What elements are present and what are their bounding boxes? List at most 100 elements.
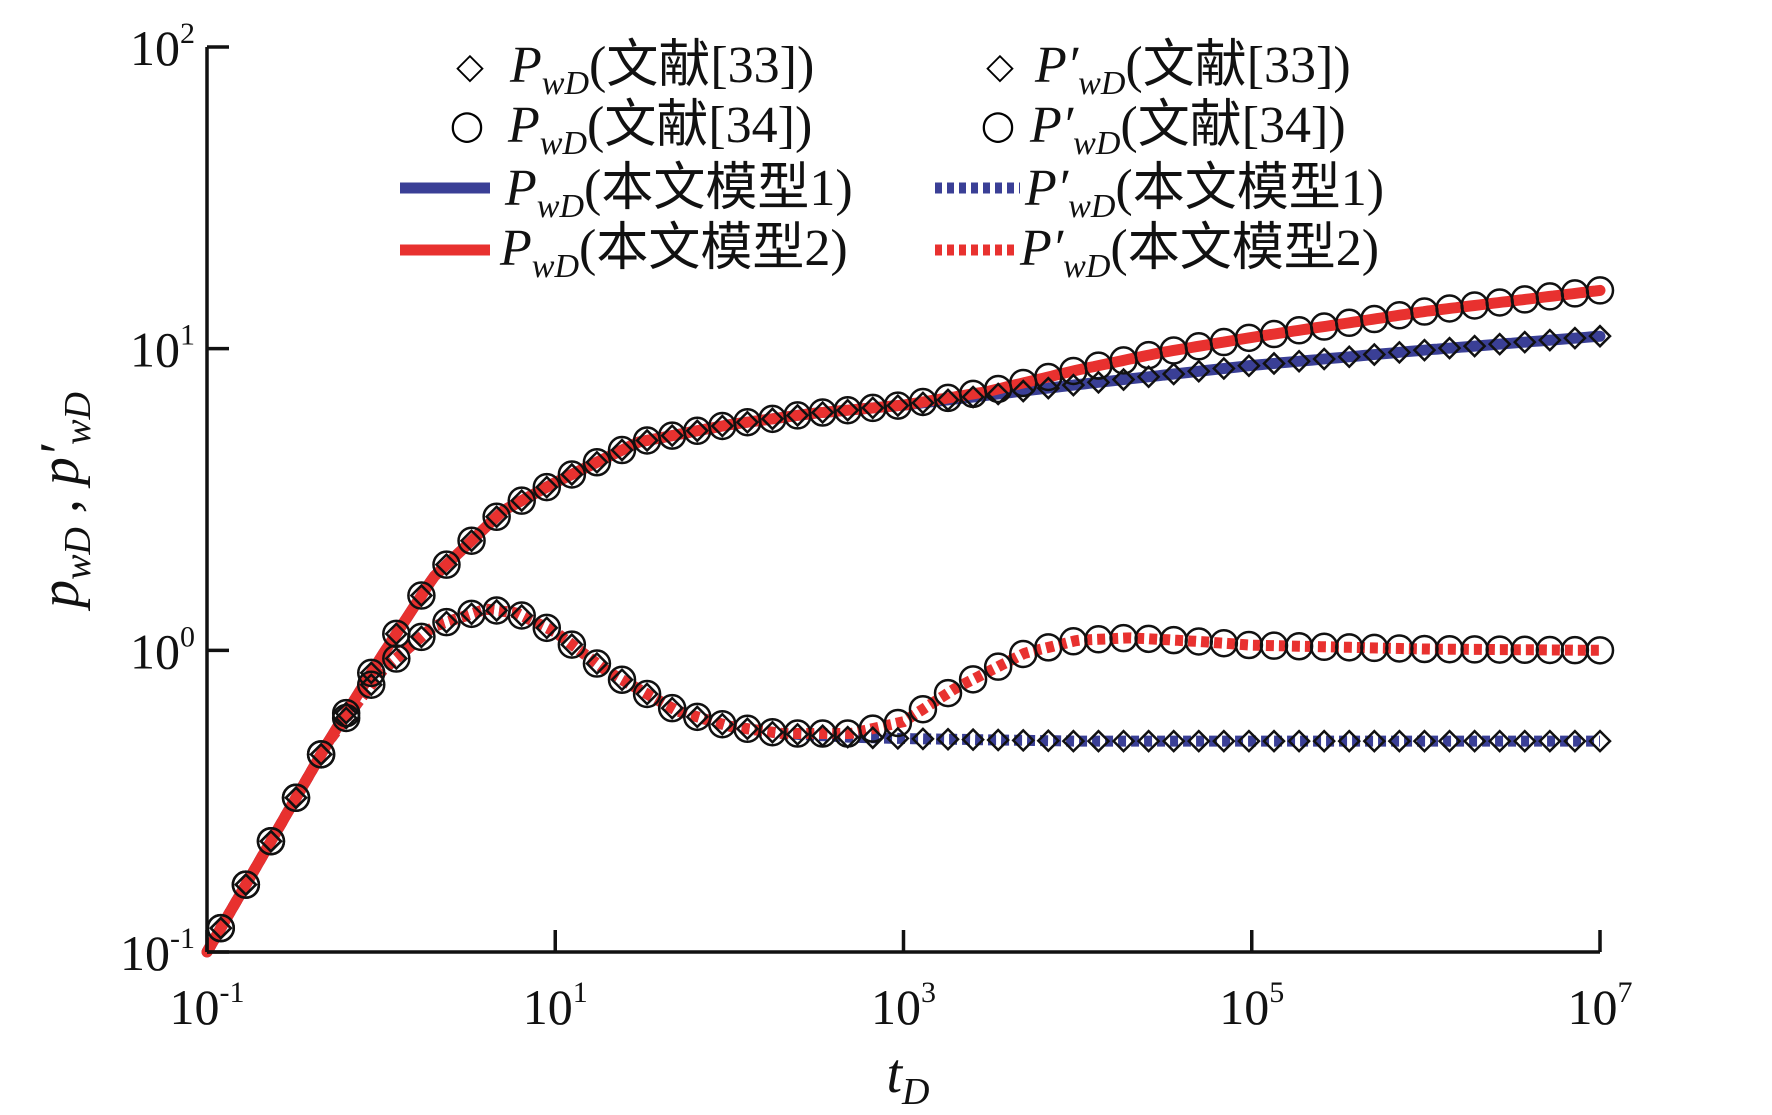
marker-pwd_ref34 [482,502,511,532]
y-tick-label: 100 [130,620,195,679]
marker-dpwd_ref33 [1086,729,1111,753]
marker-dpwd_ref34 [382,644,411,673]
marker-dpwd_ref33 [209,916,233,940]
marker-pwd_ref34 [582,447,612,477]
x-tick-label: 101 [523,976,588,1035]
marker-pwd_ref34 [607,435,637,465]
marker-pwd_ref33 [735,410,760,434]
marker-dpwd_ref33 [1588,729,1612,753]
series-line-dpwd_model1 [202,603,1600,955]
marker-dpwd_ref33 [1462,729,1487,753]
marker-dpwd_ref33 [284,786,308,810]
marker-dpwd_ref33 [760,720,785,744]
marker-dpwd_ref33 [1538,729,1562,753]
marker-pwd_ref33 [835,398,860,422]
marker-dpwd_ref33 [560,632,584,657]
legend-label-pwd-model2: PwD(本文模型2) [499,220,848,285]
marker-dpwd_ref34 [983,652,1013,681]
marker-dpwd_ref34 [507,601,536,630]
marker-pwd_ref34 [432,550,461,579]
series-line-pwd_model2 [201,284,1606,958]
marker-pwd_ref33 [1437,336,1462,360]
marker-dpwd_ref33 [961,727,985,752]
marker-dpwd_ref33 [1136,729,1161,753]
marker-dpwd_ref33 [735,717,760,741]
marker-dpwd_ref33 [710,712,735,736]
marker-dpwd_ref33 [1111,729,1136,753]
marker-dpwd_ref33 [1262,729,1286,753]
x-axis-label: tD [886,1043,929,1113]
marker-dpwd_ref33 [1061,729,1086,753]
marker-dpwd_ref33 [1387,729,1412,753]
marker-dpwd_ref34 [231,870,261,899]
marker-dpwd_ref33 [259,829,283,853]
marker-dpwd_ref33 [1237,729,1261,753]
marker-pwd_ref33 [1588,324,1612,348]
marker-pwd_ref33 [1011,379,1036,403]
marker-dpwd_ref33 [434,610,459,634]
marker-pwd_ref33 [1462,334,1487,358]
marker-dpwd_ref33 [936,727,960,751]
x-tick-label: 10-1 [170,976,245,1035]
y-tick-label: 10-1 [120,922,195,981]
marker-pwd_ref34 [457,526,486,555]
marker-pwd_ref33 [1237,353,1261,378]
marker-pwd_ref33 [986,382,1010,406]
marker-dpwd_ref34 [607,665,637,694]
marker-dpwd_ref34 [432,607,461,637]
marker-pwd_ref33 [710,414,735,438]
marker-dpwd_ref34 [632,679,662,709]
marker-pwd_ref34 [356,658,386,688]
marker-dpwd_ref33 [234,872,258,897]
marker-pwd_ref33 [635,428,659,453]
marker-pwd_ref33 [861,396,885,420]
marker-pwd_ref33 [1086,370,1111,395]
x-tick-label: 103 [871,976,936,1035]
marker-pwd_ref33 [1036,376,1061,400]
marker-pwd_ref33 [1287,349,1311,373]
marker-pwd_ref33 [1538,328,1562,352]
marker-dpwd_ref34 [1585,636,1615,665]
marker-dpwd_ref34 [331,703,361,733]
marker-pwd_ref33 [384,622,409,646]
marker-pwd_ref33 [1362,342,1387,367]
marker-pwd_ref34 [532,472,562,502]
plot-markers-layer [206,276,1615,943]
marker-pwd_ref33 [785,403,810,428]
marker-dpwd_ref33 [1312,729,1336,753]
legend-symbol-pwd-ref34: ○ [450,102,485,148]
marker-pwd_ref33 [434,552,459,577]
marker-dpwd_ref33 [635,682,659,706]
marker-pwd_ref33 [911,391,935,415]
legend-symbol-dpwd-ref33: ◇ [986,46,1014,87]
series-line-pwd_model1 [201,330,1606,958]
marker-dpwd_ref33 [309,742,333,767]
marker-pwd_ref33 [585,450,609,475]
marker-dpwd_ref34 [908,694,938,724]
marker-dpwd_ref33 [509,603,534,628]
marker-dpwd_ref34 [356,670,386,699]
marker-pwd_ref33 [1262,351,1286,376]
marker-pwd_ref33 [1563,326,1587,350]
marker-dpwd_ref33 [585,651,609,676]
marker-pwd_ref33 [685,419,710,443]
marker-pwd_ref33 [359,661,384,685]
x-tick-label: 107 [1568,976,1633,1035]
marker-pwd_ref34 [407,581,436,610]
marker-dpwd_ref33 [685,705,710,729]
legend-label-dpwd-ref34: P′wD(文献[34]) [1029,97,1346,162]
marker-pwd_ref33 [484,504,509,529]
marker-pwd_ref33 [1111,367,1136,392]
marker-pwd_ref34 [1585,276,1615,305]
series-line-dpwd_model2 [202,603,1600,955]
legend-label-dpwd-model1: P′wD(本文模型1) [1024,160,1384,225]
marker-dpwd_ref33 [334,706,358,730]
marker-pwd_ref33 [1387,340,1412,365]
marker-pwd_ref33 [1312,347,1336,371]
marker-pwd_ref33 [660,423,684,448]
marker-dpwd_ref33 [1212,729,1236,753]
marker-dpwd_ref34 [256,826,286,856]
legend-label-pwd-ref33: PwD(文献[33]) [509,37,814,102]
marker-dpwd_ref33 [1337,729,1362,753]
